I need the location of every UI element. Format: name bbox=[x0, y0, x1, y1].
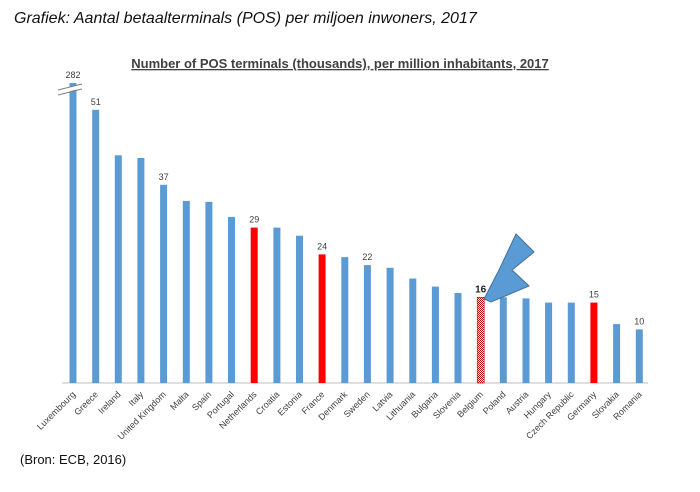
data-label-luxembourg: 282 bbox=[65, 70, 80, 80]
x-tick-label-italy: Italy bbox=[127, 389, 146, 408]
data-label-romania: 10 bbox=[634, 316, 644, 326]
chart-title: Number of POS terminals (thousands), per… bbox=[131, 56, 549, 71]
bar-croatia bbox=[273, 227, 281, 383]
bar-united-kingdom bbox=[160, 184, 168, 383]
source-note: (Bron: ECB, 2016) bbox=[20, 452, 127, 467]
bar-bulgaria bbox=[431, 286, 439, 383]
data-label-france: 24 bbox=[317, 241, 327, 251]
bar-france bbox=[318, 254, 326, 383]
bar-ireland bbox=[114, 155, 122, 383]
data-label-united-kingdom: 37 bbox=[159, 172, 169, 182]
x-tick-label-estonia: Estonia bbox=[276, 389, 304, 417]
bar-austria bbox=[522, 298, 530, 383]
page-heading: Grafiek: Aantal betaalterminals (POS) pe… bbox=[14, 10, 477, 27]
data-label-sweden: 22 bbox=[362, 252, 372, 262]
bar-lithuania bbox=[409, 278, 417, 383]
bar-malta bbox=[182, 200, 190, 383]
belgium-arrow-annotation bbox=[483, 233, 535, 303]
bar-slovakia bbox=[613, 324, 621, 383]
bar-spain bbox=[205, 201, 213, 383]
bar-italy bbox=[137, 158, 145, 383]
bar-luxembourg bbox=[69, 83, 77, 383]
x-tick-label-poland: Poland bbox=[481, 389, 508, 416]
bar-slovenia bbox=[454, 293, 462, 383]
bar-netherlands bbox=[250, 227, 258, 383]
bar-belgium bbox=[476, 296, 485, 384]
data-label-germany: 15 bbox=[589, 290, 599, 300]
bar-estonia bbox=[296, 235, 303, 383]
x-tick-label-luxembourg: Luxembourg bbox=[35, 389, 77, 431]
data-label-belgium: 16 bbox=[475, 284, 487, 295]
bar-germany bbox=[590, 302, 598, 383]
bar-sweden bbox=[363, 265, 371, 383]
bar-romania bbox=[635, 329, 643, 383]
axis-break-marker bbox=[57, 83, 83, 96]
bar-latvia bbox=[386, 267, 394, 383]
x-tick-label-malta: Malta bbox=[168, 389, 191, 412]
bar-hungary bbox=[545, 302, 553, 383]
data-label-greece: 51 bbox=[91, 97, 101, 107]
bar-denmark bbox=[341, 257, 349, 383]
x-tick-label-ireland: Ireland bbox=[96, 389, 123, 416]
bar-poland bbox=[499, 297, 507, 383]
bar-greece bbox=[92, 109, 100, 384]
bar-portugal bbox=[228, 216, 235, 383]
data-label-netherlands: 29 bbox=[249, 215, 259, 225]
x-tick-label-greece: Greece bbox=[72, 389, 100, 417]
bar-czech-republic bbox=[567, 302, 575, 383]
